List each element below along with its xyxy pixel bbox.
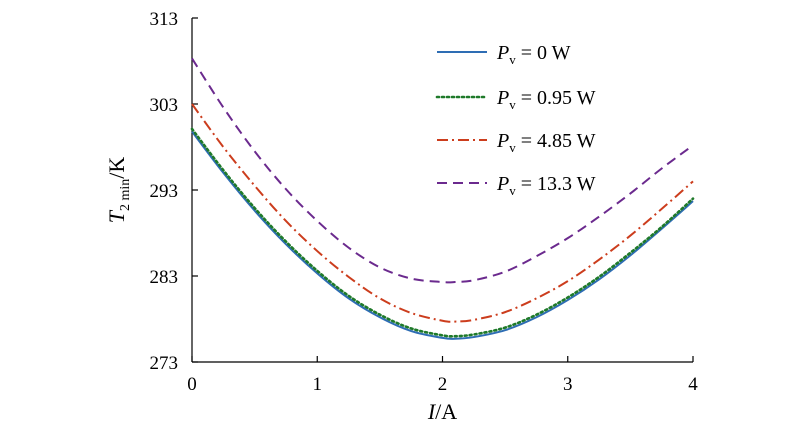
y-tick-label: 313 [150,9,179,30]
y-tick-label: 303 [150,95,179,116]
y-axis-label: T2 min/K [104,157,133,224]
legend-label-3: Pv = 13.3 W [496,173,596,198]
x-axis-label: I/A [427,399,457,424]
y-tick-label: 273 [150,353,179,374]
x-tick-label: 2 [438,374,448,395]
legend: Pv = 0 W Pv = 0.95 W Pv = 4.85 W Pv = 13.3 … [435,42,596,198]
x-tick-label: 4 [688,374,698,395]
legend-label-2: Pv = 4.85 W [496,130,596,155]
series-line-2 [191,103,694,323]
series-line-3 [191,57,694,284]
ticks: 0 1 2 3 4 273 283 293 303 313 [150,9,699,395]
series-line-1 [190,127,695,338]
x-tick-label: 3 [563,374,573,395]
legend-label-0: Pv = 0 W [496,42,571,67]
axes [191,18,693,363]
y-tick-label: 283 [150,267,179,288]
x-tick-label: 1 [313,374,323,395]
legend-label-1: Pv = 0.95 W [496,87,596,112]
y-tick-label: 293 [150,181,179,202]
series-lines [190,57,695,340]
x-tick-label: 0 [187,374,197,395]
series-line-0 [191,130,694,340]
